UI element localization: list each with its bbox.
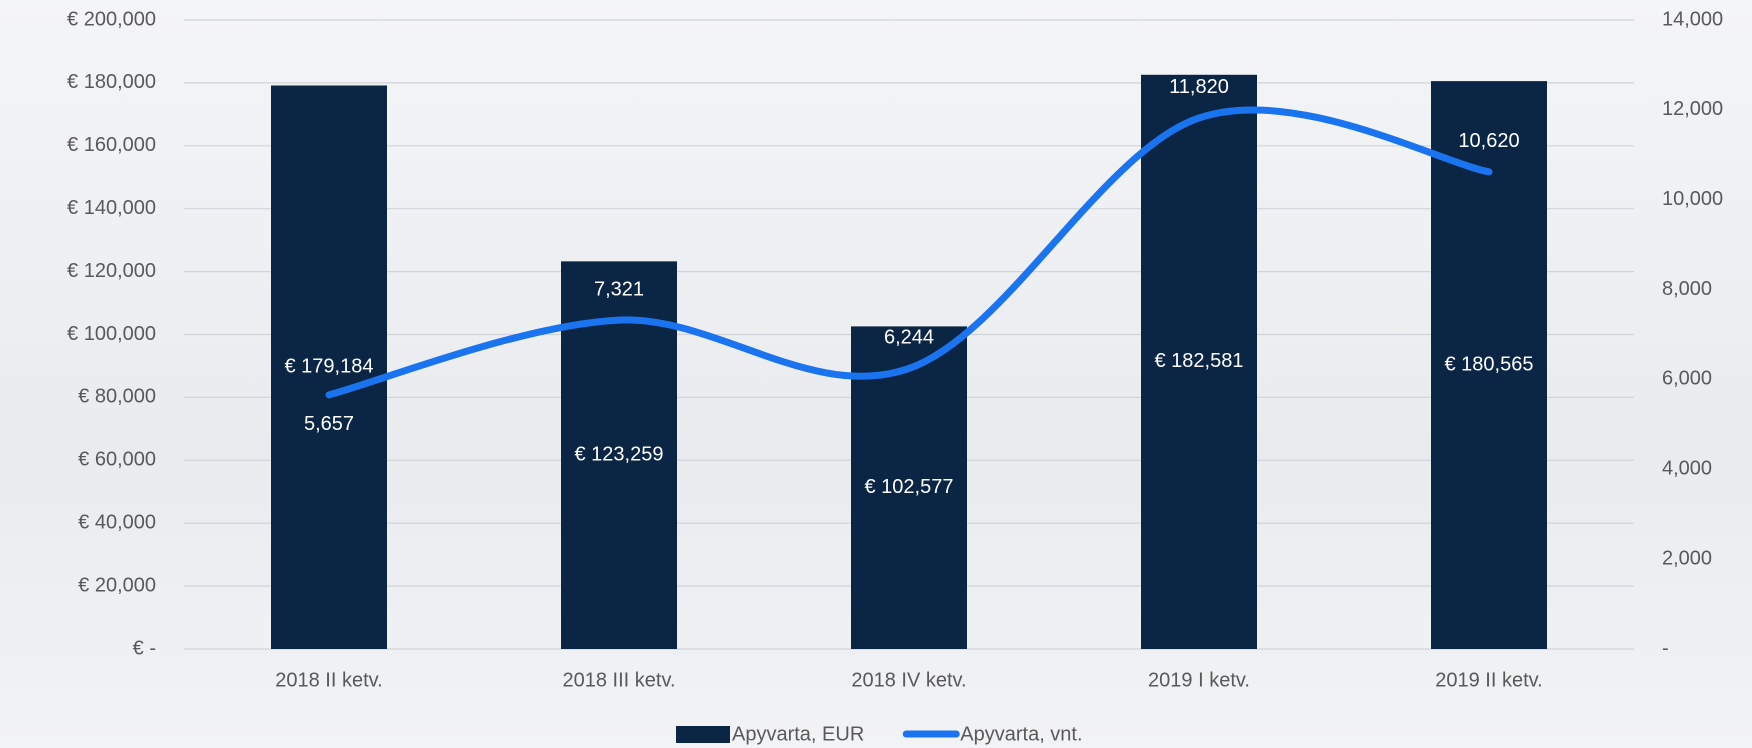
y2-tick-label: 2,000 [1662, 547, 1712, 569]
bar [1431, 81, 1547, 650]
y-tick-label: € 100,000 [67, 323, 156, 345]
bar [271, 85, 387, 650]
y-tick-label: € 20,000 [78, 574, 156, 596]
bar [1141, 74, 1257, 649]
y-tick-label: € 200,000 [67, 8, 156, 30]
y-tick-label: € 40,000 [78, 511, 156, 533]
line-value-label: 7,321 [594, 278, 644, 300]
y-tick-label: € 180,000 [67, 71, 156, 93]
y-tick-label: € 60,000 [78, 449, 156, 471]
y2-tick-label: 10,000 [1662, 188, 1723, 210]
y2-tick-label: 12,000 [1662, 98, 1723, 120]
y-tick-label: € 80,000 [78, 386, 156, 408]
x-tick-label: 2018 III ketv. [562, 669, 675, 691]
line-value-label: 10,620 [1458, 130, 1519, 152]
y-tick-label: € - [133, 637, 156, 659]
line-value-label: 6,244 [884, 327, 934, 349]
y-tick-label: € 160,000 [67, 134, 156, 156]
bar-value-label: € 182,581 [1155, 350, 1244, 372]
line-value-label: 11,820 [1169, 76, 1229, 98]
y2-tick-label: 6,000 [1662, 368, 1712, 390]
x-tick-label: 2019 II ketv. [1435, 669, 1542, 691]
legend-label: Apyvarta, EUR [732, 723, 864, 745]
legend-label: Apyvarta, vnt. [960, 723, 1082, 745]
y-tick-label: € 140,000 [67, 197, 156, 219]
bar-value-label: € 102,577 [865, 476, 954, 498]
x-tick-label: 2018 IV ketv. [851, 669, 966, 691]
bar-value-label: € 180,565 [1445, 353, 1534, 375]
bar-value-label: € 123,259 [575, 443, 664, 465]
legend-swatch [676, 726, 730, 743]
line-value-label: 5,657 [304, 413, 354, 435]
y2-tick-label: 14,000 [1662, 8, 1723, 30]
x-tick-label: 2018 II ketv. [275, 669, 382, 691]
bar-value-label: € 179,184 [285, 356, 374, 378]
y2-tick-label: 4,000 [1662, 458, 1712, 480]
y2-tick-label: 8,000 [1662, 278, 1712, 300]
y-tick-label: € 120,000 [67, 260, 156, 282]
bar [851, 326, 967, 649]
line [325, 106, 1493, 399]
y2-tick-label: - [1662, 637, 1669, 659]
x-tick-label: 2019 I ketv. [1148, 669, 1250, 691]
